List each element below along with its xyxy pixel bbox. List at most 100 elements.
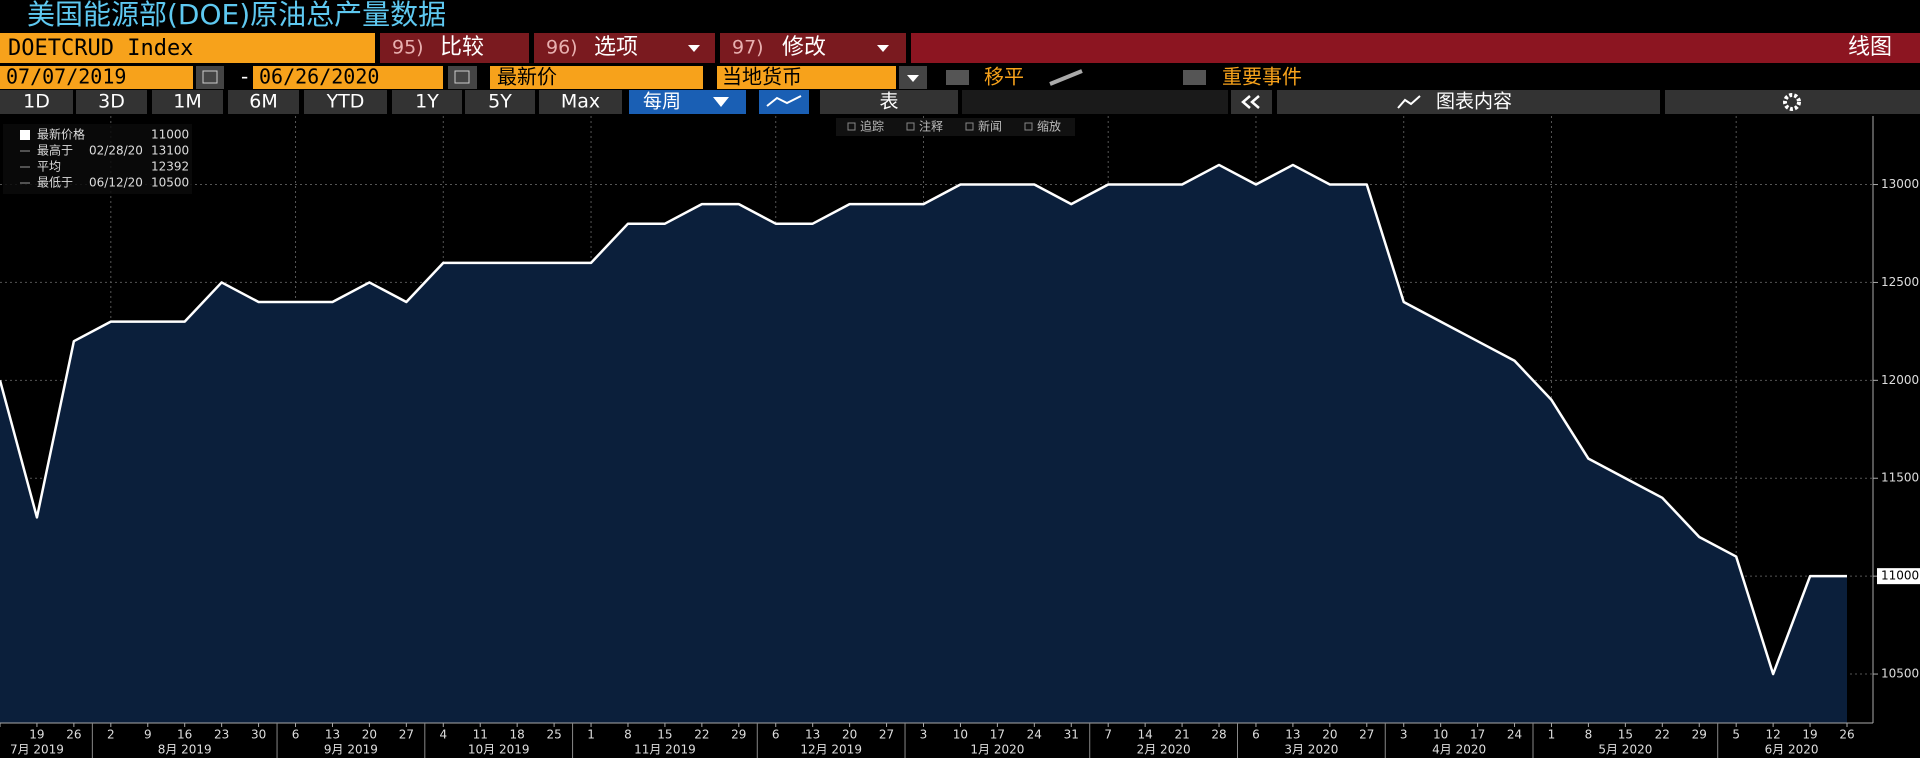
frequency: 每周 [643,91,681,113]
legend-box [3,124,192,194]
period-button[interactable] [0,90,73,114]
date-start: 07/07/2019 [6,65,126,89]
period-label: 6M [249,91,277,113]
period-button[interactable] [392,90,462,114]
x-tick-label: 20 [842,728,857,742]
x-tick-label: 8 [624,728,632,742]
checkbox[interactable] [946,70,969,85]
pencil-icon [1049,69,1083,86]
tool-label[interactable]: 新闻 [978,119,1002,134]
month-label: 11月 2019 [634,743,696,757]
period-label: YTD [326,91,365,113]
area [0,164,1847,724]
y-tick-label: 12000 [1881,373,1919,387]
chart-tools [836,118,1075,136]
x-tick-label: 10 [953,728,968,742]
calendar-button[interactable] [448,66,477,89]
x-tick-label: 12 [1765,728,1780,742]
x-tick-label: 6 [772,728,780,742]
x-tick-label: 14 [1137,728,1152,742]
tool-icon [1024,122,1033,131]
x-tick-label: 22 [694,728,709,742]
x-tick-label: 15 [657,728,672,742]
x-tick-label: 16 [177,728,192,742]
x-tick-label: 26 [1839,728,1854,742]
tool-icon [906,122,915,131]
period-label: 1D [23,91,50,113]
x-tick-label: 19 [29,728,44,742]
legend: 最新价格 11000 最高于 02/28/20 13100 平均 12392 最低于 06/12… [20,127,189,190]
x-tick-label: 8 [1585,728,1593,742]
frequency-button[interactable] [629,90,746,114]
period-label: 1M [173,91,201,113]
price-field-box[interactable] [490,66,703,89]
x-tick-label: 1 [1548,728,1556,742]
x-tick-label: 3 [920,728,928,742]
ticker: DOETCRUD Index [8,36,193,61]
period-button[interactable] [539,90,622,114]
x-tick-label: 11 [473,728,488,742]
x-tick-label: 18 [510,728,525,742]
y-tick-label: 13000 [1881,177,1919,191]
tool-label[interactable]: 追踪 [860,119,884,134]
period-button[interactable] [465,90,535,114]
x-tick-label: 9 [144,728,152,742]
collapse-icon [1250,95,1260,109]
x-tick-label: 17 [1470,728,1485,742]
x-tick-label: 10 [1433,728,1448,742]
dropdown-arrow [877,45,889,52]
period-label: 1Y [415,91,439,113]
tab[interactable] [720,33,906,63]
tab[interactable] [380,33,529,63]
date-field[interactable] [253,66,443,89]
period-button[interactable] [152,90,223,114]
x-tick-label: 6 [292,728,300,742]
x-tick-label: 7 [1104,728,1112,742]
x-tick-label: 13 [325,728,340,742]
legend-label: 最高于 [37,143,73,158]
events-label: 重要事件 [1222,65,1302,89]
y-tick-label: 10500 [1881,667,1919,681]
x-tick-label: 26 [66,728,81,742]
date-field[interactable] [0,66,193,89]
price-field: 最新价 [497,65,557,89]
ticker-box[interactable] [0,33,375,63]
legend-value: 11000 [151,128,189,142]
calendar-button[interactable] [196,66,224,89]
table-button[interactable] [820,90,958,114]
month-label: 5月 2020 [1598,743,1652,757]
legend-date: 06/12/20 [89,176,143,190]
period-buttons: 1D 3D 1M 6M YTD 1Y 5Y Max [0,90,622,114]
x-tick-label: 2 [107,728,115,742]
gear-icon [1783,93,1801,111]
period-button[interactable] [228,90,299,114]
spacer [962,90,1228,114]
period-button[interactable] [304,90,387,114]
tab-num: 96) [546,37,578,59]
chart-content-button[interactable] [1277,90,1660,114]
month-label: 8月 2019 [158,743,212,757]
chart-content-label: 图表内容 [1436,91,1512,113]
x-tick-label: 23 [214,728,229,742]
chart-icon [766,95,802,107]
tab-label: 比较 [440,35,484,60]
tab[interactable] [534,33,715,63]
checkbox[interactable] [1183,70,1206,85]
legend-swatch [20,130,30,140]
view-label: 线图 [1848,35,1892,60]
month-label: 6月 2020 [1765,743,1819,757]
collapse-icon [1241,95,1251,109]
tool-label[interactable]: 缩放 [1037,119,1061,134]
period-button[interactable] [76,90,147,114]
tool-label[interactable]: 注释 [919,119,943,134]
month-label: 1月 2020 [970,743,1024,757]
period-label: 3D [98,91,125,113]
line [0,163,1847,676]
currency-box[interactable] [717,66,896,89]
x-tick-label: 31 [1064,728,1079,742]
dropdown-arrow [688,45,700,52]
x-tick-label: 1 [587,728,595,742]
x-tick-label: 30 [251,728,266,742]
tool-icon [965,122,974,131]
x-tick-label: 13 [1285,728,1300,742]
